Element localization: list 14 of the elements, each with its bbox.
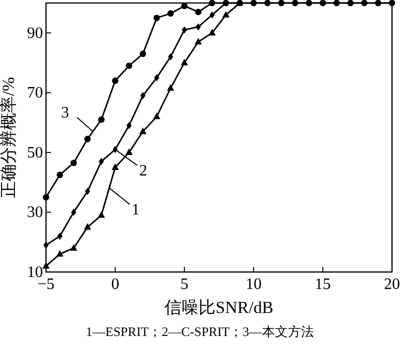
y-tick-label: 90 — [27, 24, 43, 42]
y-tick-label: 30 — [27, 204, 43, 222]
annotation: 1 — [132, 201, 140, 218]
x-axis-title: 信噪比SNR/dB — [164, 298, 274, 317]
x-tick-label: 0 — [111, 276, 120, 293]
x-tick-label: 20 — [384, 276, 400, 293]
y-tick-label: 50 — [27, 144, 43, 162]
y-tick-label: 70 — [27, 84, 43, 102]
x-tick-label: 10 — [246, 276, 262, 293]
x-tick-label: 15 — [314, 276, 331, 293]
x-tick-label: 5 — [180, 276, 188, 293]
annotation: 2 — [139, 162, 148, 180]
annotation: 3 — [61, 104, 70, 122]
text: 1—ESPRIT；2—C-SPRIT；3—本文方法 — [86, 324, 314, 339]
